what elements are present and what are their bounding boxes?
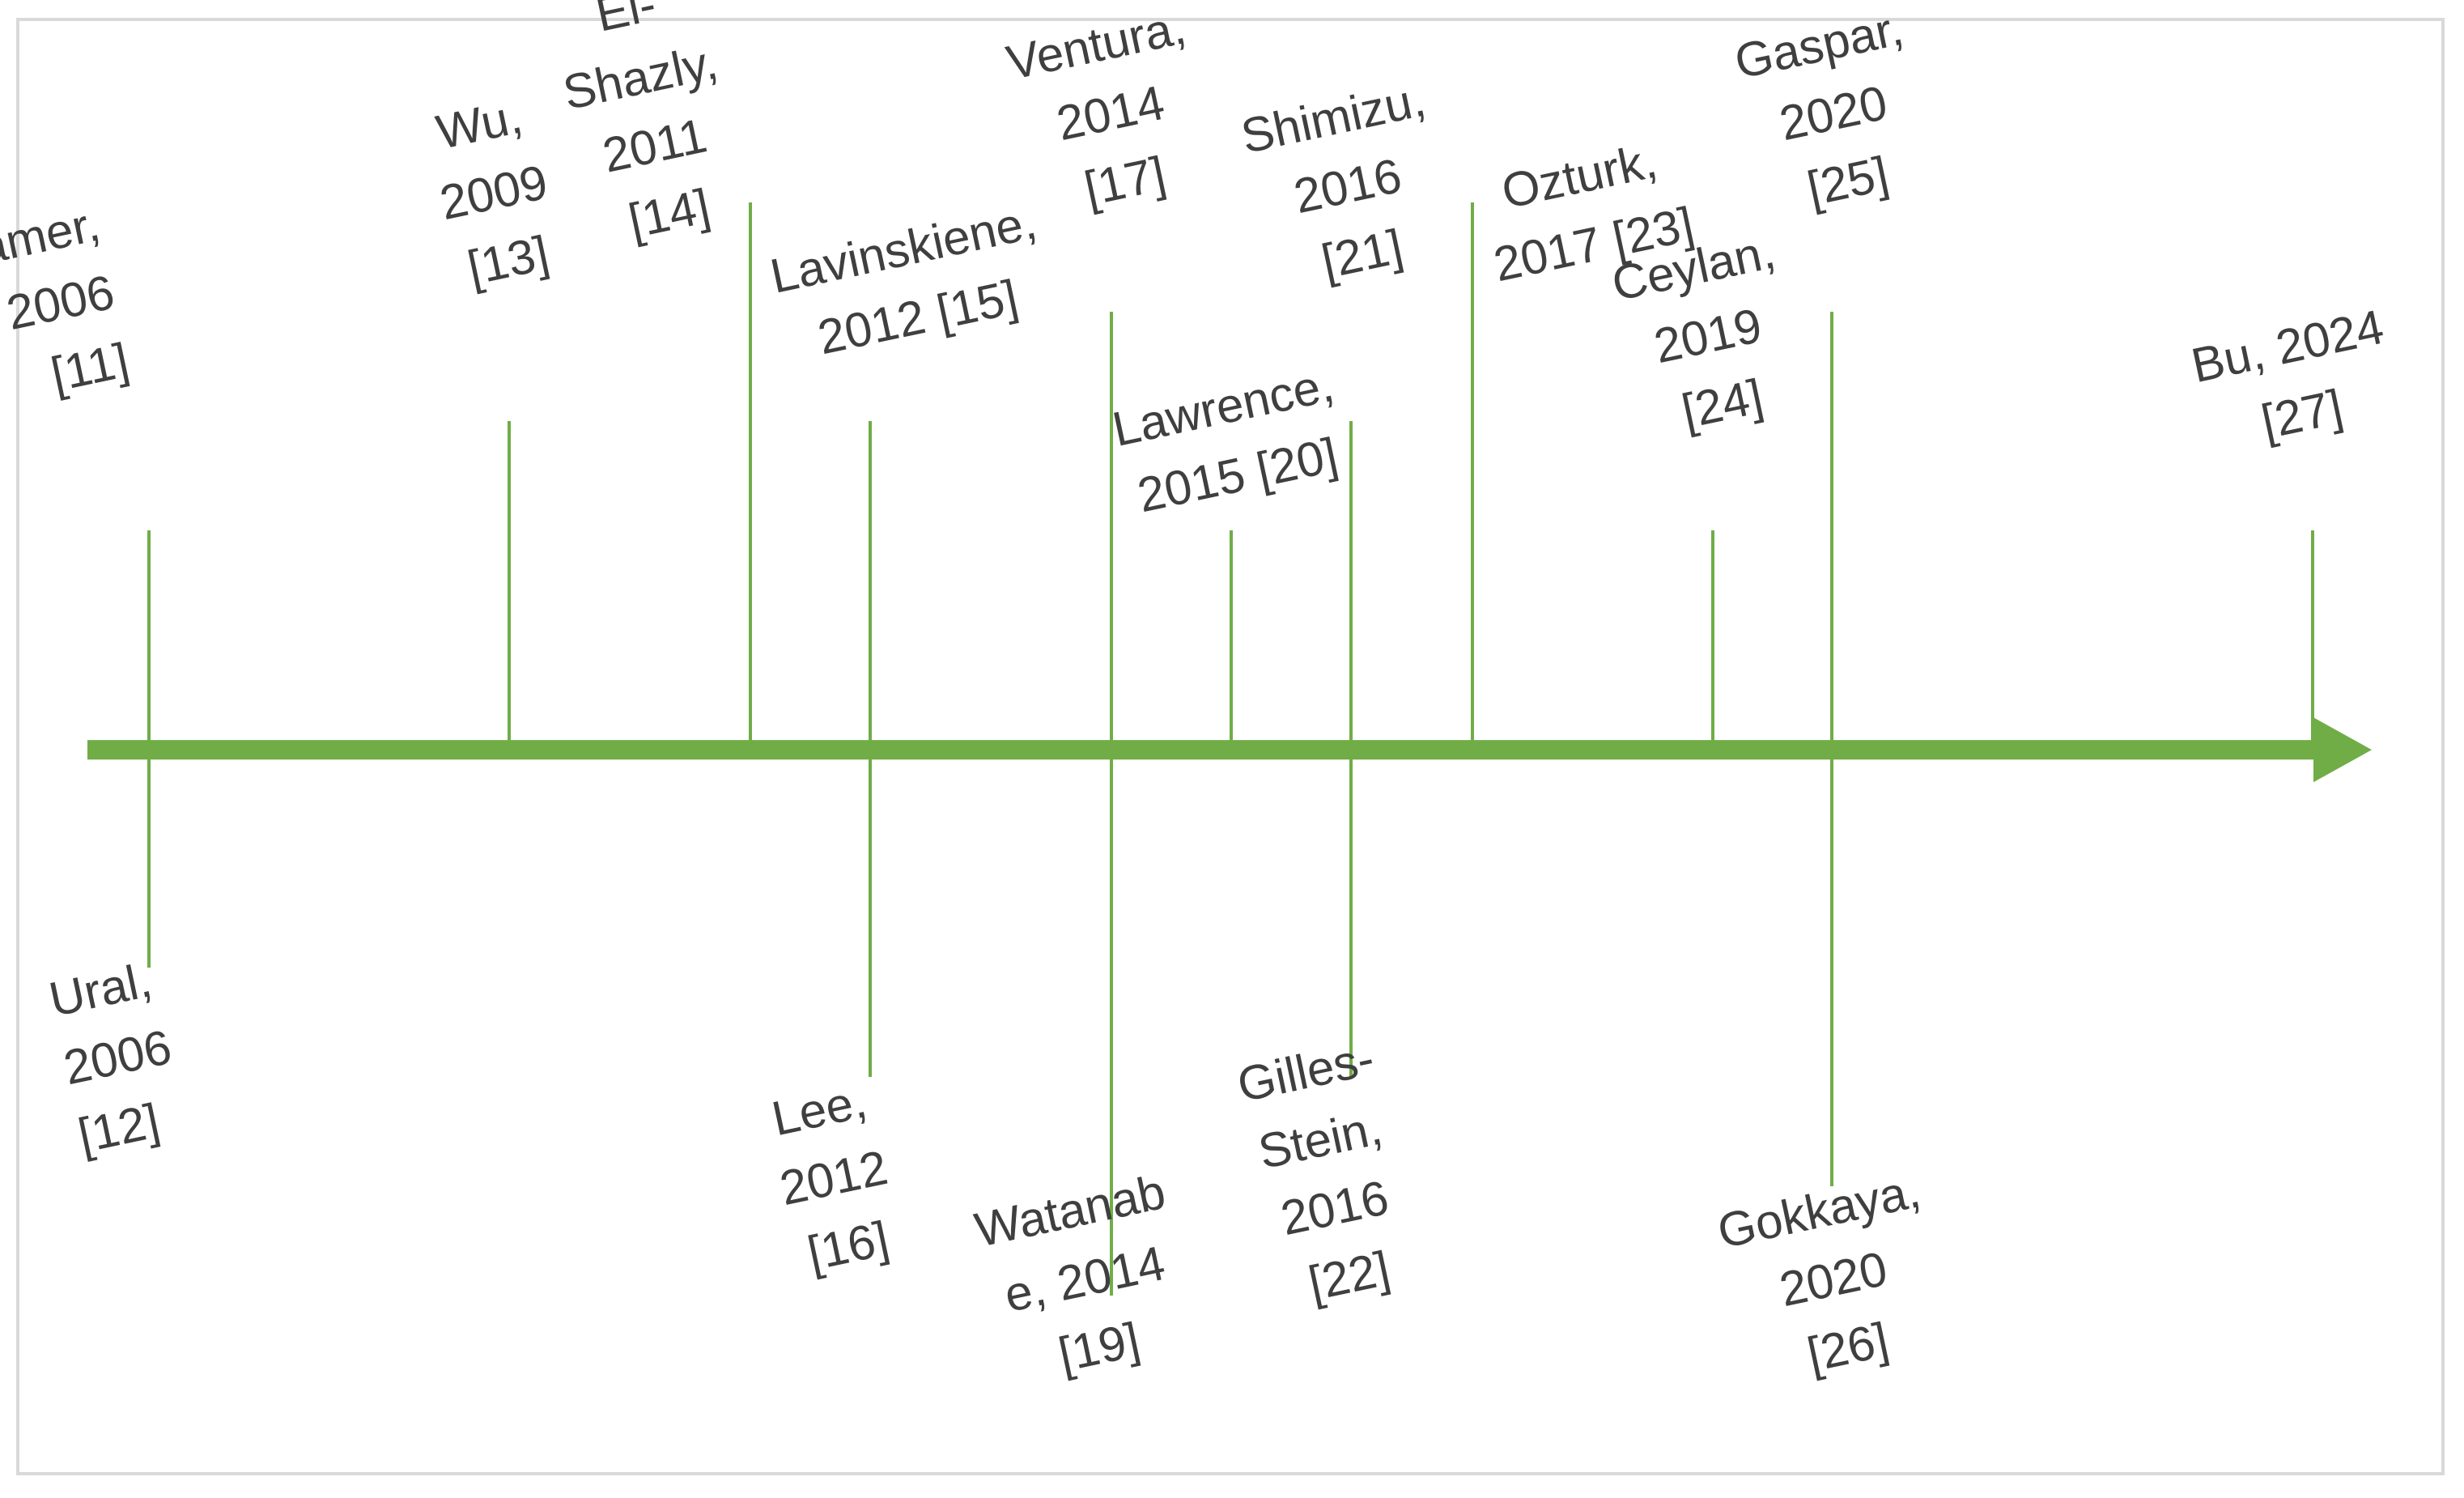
event-label-ural: Ural,2006[12] [45,951,190,1164]
event-label-line: Ural, [45,952,156,1027]
event-label-watanabe: Watanabe, 2014[19] [971,1164,1199,1394]
event-label-shimizu: Shimizu,2016[21] [1237,72,1459,300]
event-label-line: Wu, [431,89,526,160]
event-label-line: 2014 [1052,75,1169,151]
event-label-line: [11] [46,333,133,402]
event-label-gilles-stein: Gilles-Stein,2016[22] [1233,1031,1422,1317]
event-label-line: Gokkaya, [1713,1163,1925,1258]
event-label-line: Stein, [1254,1100,1387,1179]
diagram-frame [16,18,2445,1475]
event-label-line: [17] [1080,146,1170,215]
event-label-line: e, 2014 [1000,1236,1170,1322]
event-label-line: Gilles- [1233,1031,1379,1113]
event-label-line: 2011 [598,108,712,182]
event-label-line: [13] [463,225,554,295]
event-label-line: Gaspar, [1730,1,1907,89]
timeline-axis [87,717,2372,782]
event-label-line: 2006 [59,1019,176,1095]
event-label-line: [25] [1803,146,1893,215]
event-label-line: [24] [1677,368,1768,438]
event-label-line: El- [591,0,661,42]
event-label-line: Bu, 2024 [2187,300,2389,393]
event-label-line: [21] [1317,219,1408,288]
event-label-line: [19] [1054,1312,1145,1381]
event-label-el-shazly: El-Shazly,2011[14] [544,0,751,256]
event-label-line: [14] [624,179,715,249]
event-label-line: 2006 [2,265,118,340]
event-label-line: 2020 [1775,75,1892,151]
event-label-lee: Lee,2012[16] [761,1072,907,1284]
connectors [147,202,2314,1296]
event-label-line: 2016 [1277,1170,1393,1245]
event-label-line: Shimizu, [1237,72,1430,164]
event-label-line: [16] [803,1211,894,1280]
timeline-arrow-head [2313,717,2372,782]
event-label-line: 2020 [1775,1241,1892,1317]
event-label-ceylan: Ceylan,2019[24] [1608,223,1809,447]
event-label-line: 2012 [775,1140,892,1215]
event-label-kramer: Kramer,2006[11] [0,197,134,421]
event-label-line: Ozturk, [1497,134,1661,219]
event-label-line: Shazly, [559,35,722,121]
event-label-line: Ventura, [1002,0,1191,90]
event-label-line: [22] [1304,1241,1395,1311]
event-label-gaspar: Gaspar,2020[25] [1730,1,1936,225]
event-label-line: 2019 [1650,298,1766,373]
event-label-line: 2009 [435,155,552,230]
event-label-wu: Wu,2009[13] [421,87,567,299]
event-label-bu: Bu, 2024[27] [2187,300,2403,462]
event-label-line: [12] [74,1093,164,1163]
event-labels: Kramer,2006[11]Ural,2006[12]Wu,2009[13]E… [0,0,2403,1394]
event-label-lawrence: Lawrence,2015 [20] [1108,357,1353,525]
event-label-line: [27] [2257,379,2347,449]
event-label-line: Lee, [767,1073,871,1146]
event-label-gokkaya: Gokkaya,2020[26] [1713,1163,1954,1394]
event-label-line: [26] [1803,1312,1893,1381]
event-label-line: 2016 [1289,148,1406,223]
event-label-ventura: Ventura,2014[17] [1002,0,1219,227]
event-label-lavinskiene: Lavinskiene,2012 [15] [766,194,1056,372]
